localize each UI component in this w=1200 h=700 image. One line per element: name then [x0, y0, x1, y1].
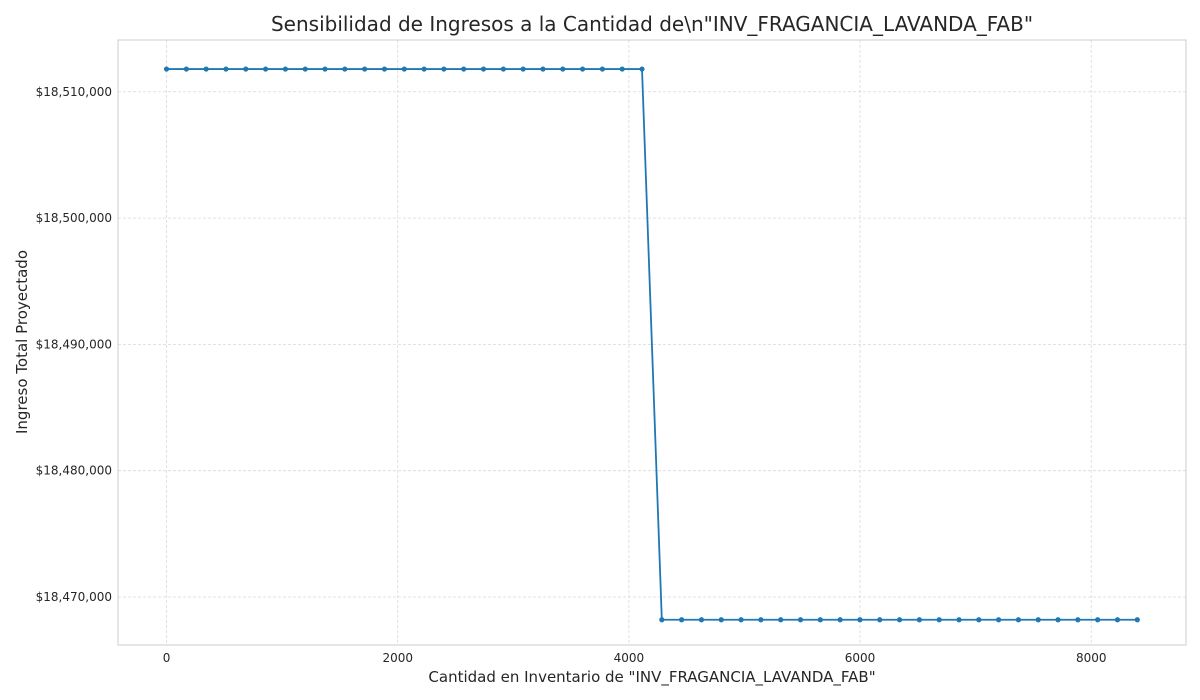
data-point [223, 66, 229, 72]
data-point [263, 66, 269, 72]
data-point [183, 66, 189, 72]
plot-frame [117, 39, 1187, 646]
y-tick-label: $18,510,000 [36, 85, 112, 99]
data-point [282, 66, 289, 72]
y-axis-label: Ingreso Total Proyectado [13, 250, 31, 434]
data-point [302, 66, 308, 72]
data-point [896, 617, 903, 623]
data-point [500, 66, 506, 72]
tick-labels: 0 2000 4000 6000 8000 $18,470,000 $18,480,000 $… [36, 85, 1107, 665]
data-point [322, 66, 328, 72]
data-point [243, 66, 249, 72]
y-tick-label: $18,470,000 [36, 590, 112, 604]
x-tick-label: 0 [163, 651, 171, 665]
y-tick-label: $18,480,000 [36, 464, 112, 478]
data-point [520, 66, 526, 72]
data-point [857, 617, 863, 623]
data-point [560, 66, 566, 72]
data-point [758, 617, 764, 623]
data-point [441, 66, 447, 72]
x-tick-label: 4000 [614, 651, 645, 665]
data-point [540, 66, 546, 72]
series-layer [163, 66, 1140, 623]
y-tick-label: $18,500,000 [36, 211, 112, 225]
data-point [639, 66, 645, 72]
data-point [956, 617, 962, 623]
data-point [679, 617, 685, 623]
data-point [778, 617, 784, 623]
data-point [659, 617, 665, 623]
data-point [916, 617, 922, 623]
data-point [718, 617, 724, 623]
data-point [877, 617, 883, 623]
data-point [698, 617, 705, 623]
data-point [480, 66, 487, 72]
data-point [619, 66, 625, 72]
grid-lines [118, 40, 1186, 645]
data-point [1035, 617, 1041, 623]
data-point [1015, 617, 1022, 623]
data-point [163, 66, 170, 72]
data-point [996, 617, 1002, 623]
data-point [817, 617, 823, 623]
data-point [461, 66, 467, 72]
chart-title: Sensibilidad de Ingresos a la Cantidad d… [271, 12, 1033, 36]
y-tick-label: $18,490,000 [36, 337, 112, 351]
data-point [738, 617, 744, 623]
x-tick-label: 2000 [382, 651, 413, 665]
data-point [1095, 617, 1101, 623]
data-point [342, 66, 348, 72]
data-point [362, 66, 368, 72]
x-tick-label: 8000 [1076, 651, 1107, 665]
data-point [203, 66, 209, 72]
data-point [599, 66, 605, 72]
data-point [421, 66, 427, 72]
series-line [166, 68, 1138, 621]
data-point [936, 617, 942, 623]
data-point [1055, 617, 1061, 623]
data-point [976, 617, 982, 623]
data-point [381, 66, 388, 72]
data-point [1134, 617, 1140, 623]
data-point [1114, 617, 1121, 623]
data-point [797, 617, 804, 623]
data-point [401, 66, 407, 72]
data-point [579, 66, 586, 72]
data-point [1075, 617, 1081, 623]
data-point [837, 617, 843, 623]
x-tick-label: 6000 [845, 651, 876, 665]
x-axis-label: Cantidad en Inventario de "INV_FRAGANCIA… [428, 668, 875, 687]
